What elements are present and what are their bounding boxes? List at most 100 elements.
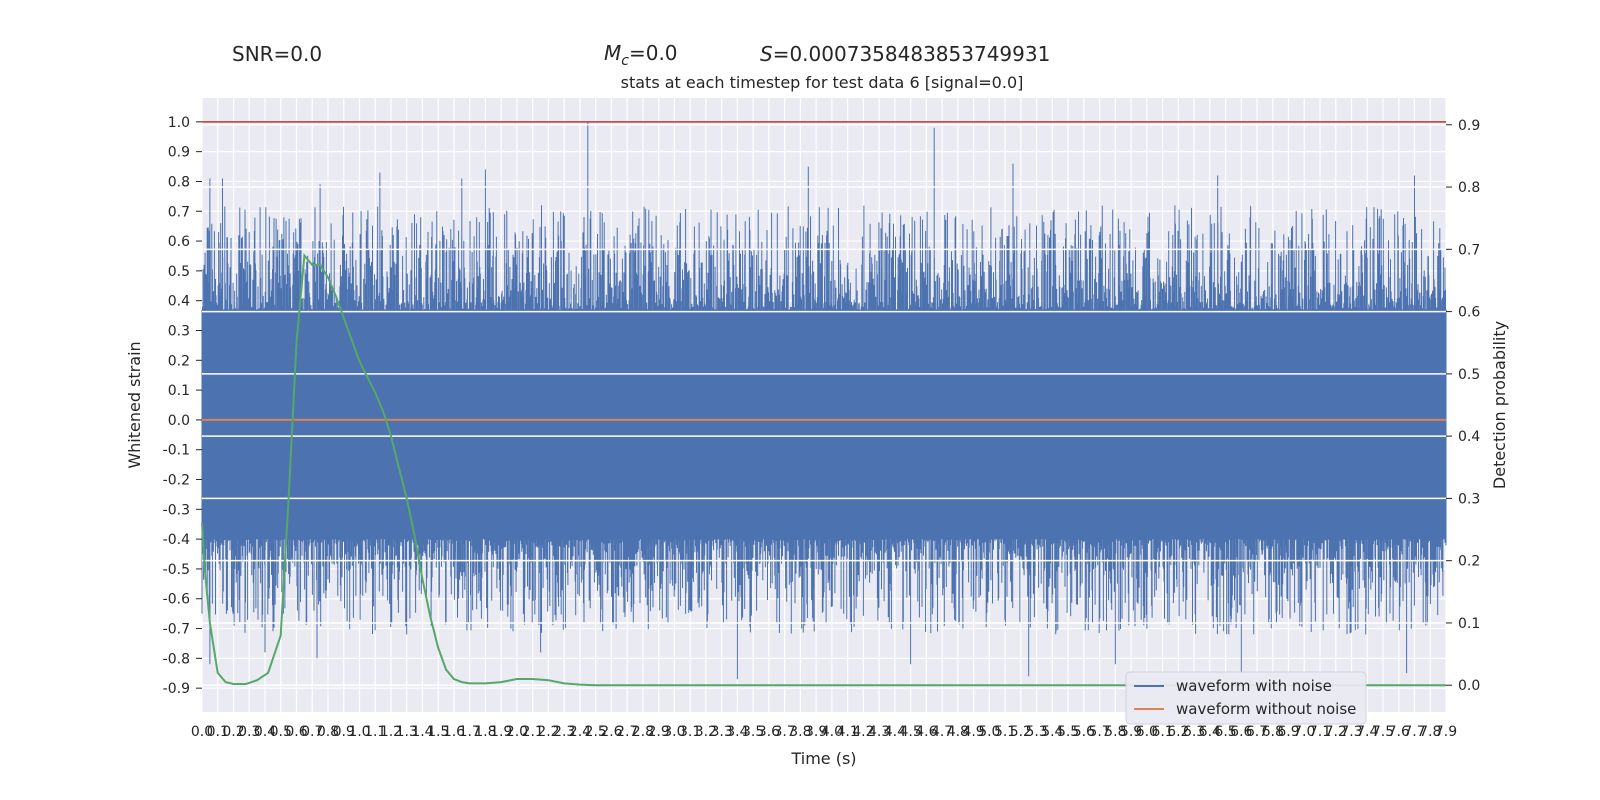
y-left-tick-label: -0.3: [163, 502, 190, 518]
y-left-tick-label: 0.0: [168, 413, 190, 429]
y-right-tick-label: 0.9: [1458, 118, 1480, 134]
y-left-tick-label: -0.1: [163, 443, 190, 459]
x-tick-label: 2.4: [569, 724, 591, 740]
x-tick-label: 4.6: [915, 724, 937, 740]
y-left-tick-label: 1.0: [168, 115, 190, 131]
x-tick-label: 0.3: [238, 724, 260, 740]
y-left-tick-label: -0.6: [163, 592, 190, 608]
x-tick-label: 2.7: [616, 724, 638, 740]
y-left-axis-label: Whitened strain: [125, 341, 144, 468]
s-label: S=0.0007358483853749931: [760, 42, 1050, 66]
x-tick-label: 2.1: [522, 724, 544, 740]
x-tick-label: 3.6: [758, 724, 780, 740]
x-tick-label: 6.7: [1246, 724, 1268, 740]
x-tick-label: 4.9: [962, 724, 984, 740]
x-tick-label: 5.4: [1041, 724, 1063, 740]
s-value: =0.0007358483853749931: [773, 42, 1051, 66]
y-left-tick-label: -0.2: [163, 473, 190, 489]
noise-band: [202, 309, 1446, 540]
x-tick-label: 6.5: [1214, 724, 1236, 740]
y-right-tick-label: 0.1: [1458, 616, 1480, 632]
x-tick-label: 3.9: [805, 724, 827, 740]
x-tick-label: 4.1: [836, 724, 858, 740]
x-tick-label: 5.6: [1073, 724, 1095, 740]
snr-label: SNR=0.0: [232, 42, 322, 66]
x-tick-label: 7.4: [1356, 724, 1378, 740]
x-tick-label: 1.9: [490, 724, 512, 740]
y-right-tick-labels: 0.9 0.8 0.7 0.6 0.5 0.4 0.3 0.2 0.1 0.0: [1446, 118, 1480, 694]
x-tick-label: 3.7: [774, 724, 796, 740]
y-left-tick-label: 0.9: [168, 145, 190, 161]
x-tick-label: 5.7: [1088, 724, 1110, 740]
x-tick-label: 2.5: [585, 724, 607, 740]
x-tick-label: 1.6: [443, 724, 465, 740]
x-tick-label: 4.2: [852, 724, 874, 740]
x-tick-label: 0.5: [270, 724, 292, 740]
x-tick-label: 3.1: [679, 724, 701, 740]
x-tick-label: 6.1: [1151, 724, 1173, 740]
legend-label-clean: waveform without noise: [1176, 700, 1356, 718]
x-tick-label: 7.5: [1372, 724, 1394, 740]
x-tick-label: 1.1: [364, 724, 386, 740]
x-tick-label: 5.2: [1010, 724, 1032, 740]
x-tick-label: 2.6: [600, 724, 622, 740]
x-tick-label: 1.8: [474, 724, 496, 740]
y-left-tick-label: 0.1: [168, 383, 190, 399]
x-tick-label: 1.2: [380, 724, 402, 740]
x-tick-label: 3.8: [789, 724, 811, 740]
x-tick-label: 0.1: [207, 724, 229, 740]
y-left-tick-label: 0.8: [168, 174, 190, 190]
x-tick-label: 4.7: [931, 724, 953, 740]
x-tick-label: 6.0: [1136, 724, 1158, 740]
y-left-tick-label: 0.4: [168, 294, 190, 310]
x-tick-label: 3.0: [663, 724, 685, 740]
x-tick-label: 5.3: [1025, 724, 1047, 740]
x-tick-label: 7.2: [1325, 724, 1347, 740]
x-tick-label: 4.0: [821, 724, 843, 740]
y-left-tick-label: -0.7: [163, 622, 190, 638]
y-right-tick-label: 0.8: [1458, 180, 1480, 196]
x-tick-label: 3.4: [726, 724, 748, 740]
x-tick-label: 5.5: [1057, 724, 1079, 740]
x-tick-label: 5.8: [1104, 724, 1126, 740]
x-tick-label: 6.9: [1277, 724, 1299, 740]
x-tick-label: 0.7: [301, 724, 323, 740]
x-tick-label: 7.0: [1293, 724, 1315, 740]
legend-box: [1125, 671, 1367, 725]
x-tick-label: 0.8: [317, 724, 339, 740]
y-left-tick-label: -0.9: [163, 681, 190, 697]
x-axis-label: Time (s): [790, 749, 856, 768]
x-tick-label: 7.9: [1435, 724, 1457, 740]
x-tick-label: 6.4: [1199, 724, 1221, 740]
y-left-tick-label: -0.4: [163, 532, 190, 548]
legend-label-noise: waveform with noise: [1176, 677, 1332, 695]
x-tick-label: 6.3: [1183, 724, 1205, 740]
mc-label: Mc=0.0: [604, 41, 678, 69]
x-tick-label: 2.0: [506, 724, 528, 740]
x-tick-label: 3.2: [695, 724, 717, 740]
x-tick-label: 7.7: [1403, 724, 1425, 740]
y-left-tick-label: 0.7: [168, 204, 190, 220]
y-right-tick-label: 0.6: [1458, 305, 1480, 321]
y-right-axis-label: Detection probability: [1490, 321, 1509, 489]
y-left-tick-label: -0.5: [163, 562, 190, 578]
s-symbol: S: [760, 42, 773, 66]
x-tick-label: 1.5: [427, 724, 449, 740]
x-tick-label: 1.3: [396, 724, 418, 740]
x-tick-label: 6.2: [1167, 724, 1189, 740]
x-tick-label: 1.0: [348, 724, 370, 740]
x-tick-label: 0.4: [254, 724, 276, 740]
x-tick-label: 2.3: [553, 724, 575, 740]
noisy-waveform: [201, 121, 1447, 680]
x-tick-label: 5.1: [994, 724, 1016, 740]
y-right-tick-label: 0.7: [1458, 242, 1480, 258]
x-tick-label: 3.5: [742, 724, 764, 740]
y-right-tick-label: 0.5: [1458, 367, 1480, 383]
y-right-tick-label: 0.4: [1458, 429, 1480, 445]
y-left-tick-label: -0.8: [163, 651, 190, 667]
x-tick-label: 0.2: [222, 724, 244, 740]
x-tick-label: 7.8: [1419, 724, 1441, 740]
x-tick-label: 0.6: [285, 724, 307, 740]
y-left-tick-labels: 1.0 0.9 0.8 0.7 0.6 0.5 0.4 0.3 0.2 0.1 0.0 -0.1 -0.…: [163, 115, 202, 697]
